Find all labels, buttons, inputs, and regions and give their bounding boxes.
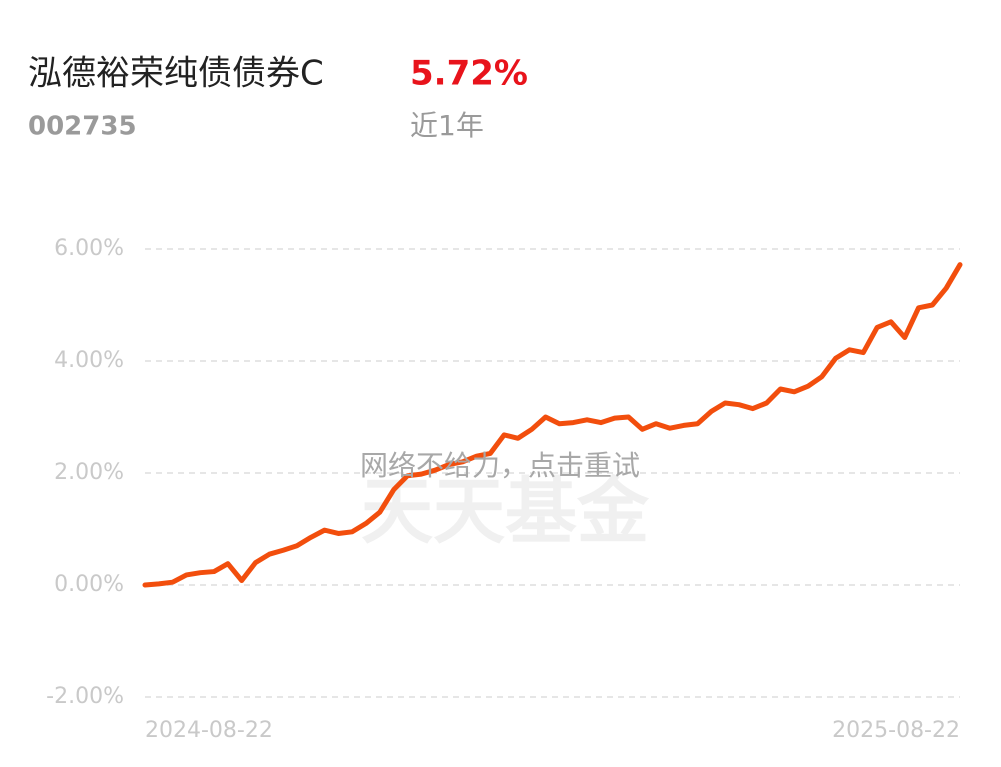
y-tick-label: 6.00% (54, 236, 124, 261)
return-period: 近1年 (410, 109, 484, 142)
fund-return: 5.72% (410, 54, 528, 94)
y-tick-label: 2.00% (54, 460, 124, 485)
fund-name: 泓德裕荣纯债债券C (28, 54, 324, 94)
return-line (142, 262, 963, 588)
watermark: 天天基金 (361, 470, 650, 554)
y-tick-label: -2.00% (46, 684, 124, 709)
fund-code: 002735 (28, 112, 137, 142)
chart: -2.00% 0.00% 2.00% 4.00% 6.00% 2024-08-22 2025… (46, 236, 963, 743)
x-tick-label: 2024-08-22 (145, 718, 273, 743)
y-tick-label: 0.00% (54, 572, 124, 597)
y-tick-label: 4.00% (54, 348, 124, 373)
x-tick-label: 2025-08-22 (832, 718, 960, 743)
retry-message[interactable]: 网络不给力，点击重试 (360, 449, 640, 482)
